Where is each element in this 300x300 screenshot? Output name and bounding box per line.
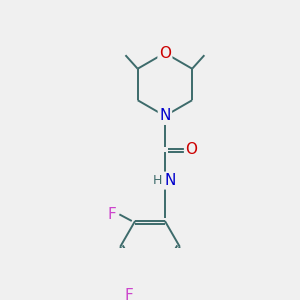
Text: F: F <box>107 207 116 222</box>
Text: N: N <box>159 109 171 124</box>
Text: O: O <box>159 46 171 61</box>
Text: N: N <box>164 173 176 188</box>
Text: F: F <box>124 288 133 300</box>
Text: H: H <box>153 174 162 187</box>
Text: O: O <box>185 142 197 157</box>
